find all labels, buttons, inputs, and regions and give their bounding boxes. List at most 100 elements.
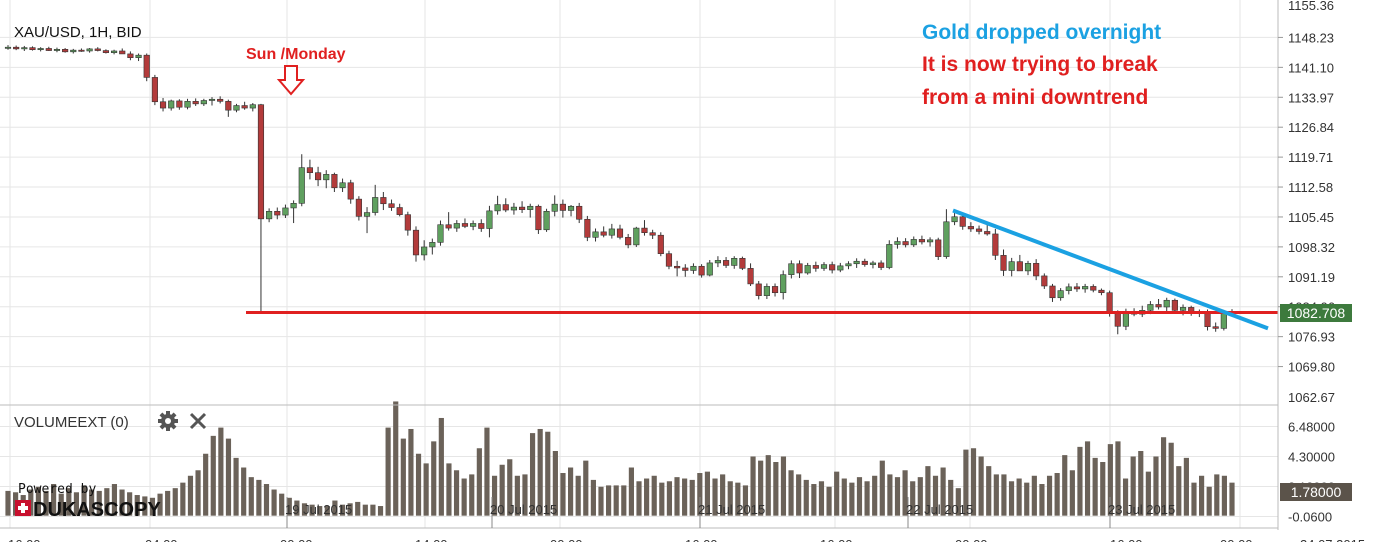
candle [257, 103, 265, 313]
volume-bar [271, 489, 277, 516]
volume-bar [355, 501, 361, 516]
volume-bar [1122, 478, 1129, 516]
candle-body [331, 174, 338, 189]
candle [127, 51, 134, 61]
close-icon[interactable] [189, 412, 207, 430]
candle-body [396, 207, 403, 215]
candle [29, 46, 36, 51]
candle [372, 184, 379, 216]
annotation-line-1: Gold dropped overnight [922, 21, 1161, 44]
candle-body [584, 218, 591, 238]
candle [184, 98, 191, 110]
volume-bar [210, 435, 216, 516]
candle [412, 226, 420, 262]
candle-body [494, 204, 501, 212]
candle-body [1082, 286, 1089, 290]
candle-body [706, 262, 713, 276]
current-volume-badge: 1.78000 [1280, 483, 1352, 501]
volume-bar [1153, 456, 1159, 516]
candle [861, 258, 868, 267]
candle-body [62, 48, 69, 53]
candle [461, 218, 469, 229]
volume-bar [1160, 437, 1167, 516]
candle [1008, 257, 1015, 277]
candle-body [616, 228, 624, 238]
price-tick-label: 1069.80 [1288, 360, 1335, 375]
volume-panel[interactable] [5, 401, 1235, 516]
candle-body [625, 237, 632, 246]
price-axis[interactable]: 1148.23 1141.10 1133.97 1126.84 1119.71 1112.… [1278, 30, 1335, 375]
candle-body [363, 212, 371, 217]
volume-bar [491, 475, 498, 516]
candle-body [176, 100, 183, 108]
candle-body [1090, 286, 1097, 291]
volume-bar [644, 478, 650, 516]
volume-bar [575, 475, 581, 516]
time-label: 16:00 [8, 537, 41, 542]
candle-body [1049, 285, 1056, 299]
volume-bar [773, 462, 779, 516]
candle-body [86, 48, 93, 52]
candle-body [323, 174, 330, 181]
gear-icon[interactable] [158, 411, 178, 431]
volume-bar [233, 457, 239, 516]
volume-bar [499, 464, 505, 516]
volume-bar [986, 466, 992, 516]
candle-body [910, 239, 917, 246]
volume-bar [735, 482, 741, 516]
volume-bar [301, 503, 308, 516]
volume-bar [1138, 450, 1144, 516]
annotation-line-2: It is now trying to break [922, 53, 1158, 76]
drawing-lines[interactable] [246, 208, 1278, 331]
volume-bar [347, 503, 353, 516]
volume-bar [628, 467, 634, 516]
candle-body [894, 241, 901, 245]
candle [1041, 273, 1048, 289]
candle [502, 198, 509, 213]
date-labels: 19 Jul 2015 20 Jul 2015 21 Jul 2015 22 Jul … [285, 497, 1175, 528]
candle-body [723, 260, 730, 266]
price-panel[interactable] [4, 45, 1236, 335]
candle-body [788, 263, 795, 275]
volume-bar [1008, 481, 1015, 516]
candle [771, 283, 779, 297]
volume-bar [545, 431, 551, 516]
candle-body [543, 210, 550, 231]
candle-body [429, 242, 436, 248]
volume-bar [758, 460, 764, 516]
candle [94, 47, 101, 52]
volume-bar [910, 481, 916, 516]
volume-bar [917, 477, 923, 516]
candle-body [690, 265, 697, 271]
candle-body [1008, 261, 1015, 271]
volume-bar [560, 473, 566, 516]
volume-bar [948, 479, 954, 516]
volume-bar [73, 492, 80, 516]
candle-body [45, 48, 52, 51]
volume-bar [51, 484, 57, 516]
candle [421, 240, 428, 261]
candle [168, 99, 175, 111]
dukascopy-logo: Powered by DUKASCOPY [15, 482, 161, 521]
candle [600, 226, 607, 238]
volume-bar [742, 485, 749, 516]
candle-body [298, 167, 305, 204]
time-axis: 16:00 04:00 00:00 14:00 00:00 16:00 16:00 00:00… [8, 537, 1365, 542]
volume-bar [925, 466, 931, 516]
candle [543, 208, 550, 232]
candle-body [927, 239, 934, 243]
candle [217, 96, 224, 104]
volume-bar [704, 471, 711, 516]
volume-bar [195, 470, 201, 516]
volume-bar [248, 477, 254, 516]
volume-bar [879, 460, 885, 516]
candle-body [388, 203, 395, 208]
volume-bar [1069, 470, 1075, 516]
volume-bar [978, 456, 984, 516]
candle-body [984, 231, 991, 235]
candle-body [412, 229, 420, 256]
volume-bar [339, 504, 346, 516]
candle-body [470, 223, 477, 227]
marker-label: Sun /Monday [246, 46, 346, 63]
